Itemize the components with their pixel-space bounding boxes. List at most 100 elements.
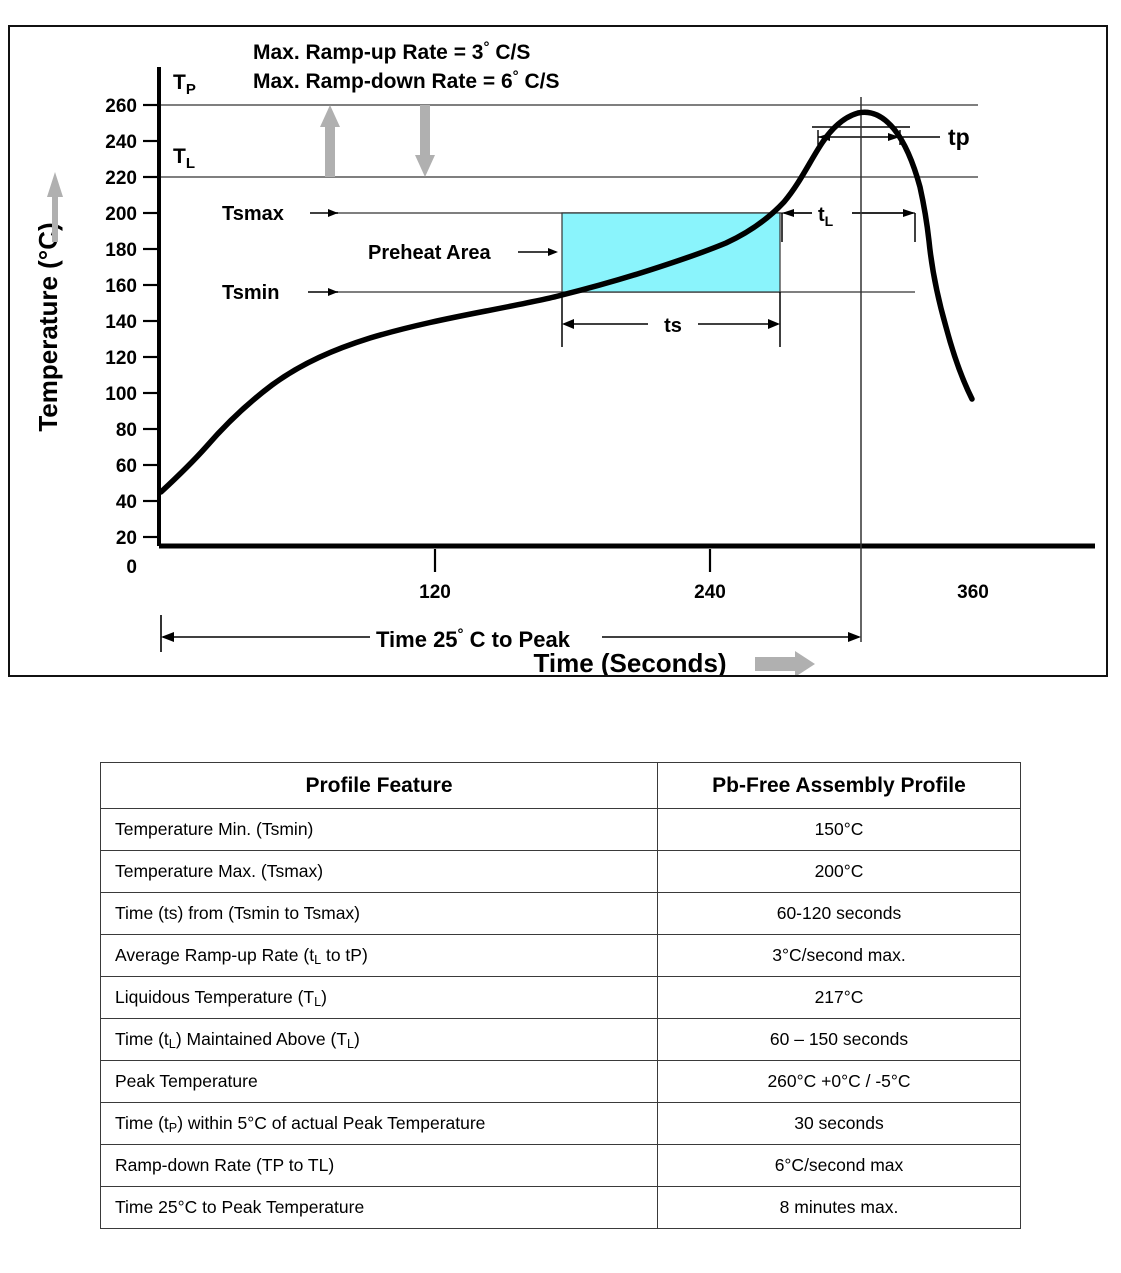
tsmin-arrowhead-icon xyxy=(328,288,338,296)
time25-suffix: C to Peak xyxy=(470,627,571,652)
table-row: Temperature Min. (Tsmin) 150°C xyxy=(100,808,1021,851)
y-tick-60: 60 xyxy=(116,456,137,477)
time25-arrow-right-icon xyxy=(848,632,861,642)
x-tick-120: 120 xyxy=(419,582,451,603)
y-tick-120: 120 xyxy=(105,348,137,369)
y-tick-80: 80 xyxy=(116,420,137,441)
profile-feature-table-wrapper: Profile Feature Pb-Free Assembly Profile… xyxy=(100,762,1021,1229)
y-tick-200: 200 xyxy=(105,204,137,225)
y-axis-title: Temperature (°C) xyxy=(33,222,63,431)
ramp-down-degree: ° xyxy=(513,68,519,85)
row-feature: Temperature Max. (Tsmax) xyxy=(100,850,658,893)
y-axis-tick-labels: 260 240 220 200 180 160 140 120 100 80 6… xyxy=(105,96,137,578)
y-tick-260: 260 xyxy=(105,96,137,117)
tp-arrow-right-icon xyxy=(888,133,900,141)
x-axis-tick-labels: 120 240 360 xyxy=(419,582,989,603)
row-value: 260°C +0°C / -5°C xyxy=(657,1060,1021,1103)
x-axis-ticks xyxy=(433,549,712,572)
reflow-profile-chart: 260 240 220 200 180 160 140 120 100 80 6… xyxy=(8,25,1108,677)
temperature-curve xyxy=(158,109,975,495)
tl-dimension-label: tL xyxy=(818,204,834,229)
row-feature: Temperature Min. (Tsmin) xyxy=(100,808,658,851)
row-feature: Peak Temperature xyxy=(100,1060,658,1103)
inline-labels: Tsmax Tsmin Preheat Area xyxy=(222,203,558,304)
y-tick-220: 220 xyxy=(105,168,137,189)
ts-arrow-right-icon xyxy=(768,319,780,329)
preheat-area-rect xyxy=(561,212,781,293)
row-value: 217°C xyxy=(657,976,1021,1019)
row-feature: Ramp-down Rate (TP to TL) xyxy=(100,1144,658,1187)
row-feature: Time 25°C to Peak Temperature xyxy=(100,1186,658,1229)
x-axis-title: Time (Seconds) xyxy=(533,648,726,675)
time25-arrow-left-icon xyxy=(161,632,174,642)
time25-to-peak-label: Time 25° C to Peak xyxy=(376,626,571,652)
ramp-up-note: Max. Ramp-up Rate = 3° C/S xyxy=(253,39,530,64)
row-feature: Average Ramp-up Rate (tL to tP) xyxy=(100,934,658,977)
row-feature: Time (ts) from (Tsmin to Tsmax) xyxy=(100,892,658,935)
row-value: 30 seconds xyxy=(657,1102,1021,1145)
tsmin-label: Tsmin xyxy=(222,282,279,304)
time25-prefix: Time 25 xyxy=(376,627,458,652)
row-feature: Time (tP) within 5°C of actual Peak Temp… xyxy=(100,1102,658,1145)
x-tick-360: 360 xyxy=(957,582,989,603)
ramp-arrows xyxy=(320,105,435,177)
row-value: 60 – 150 seconds xyxy=(657,1018,1021,1061)
ramp-up-arrow-icon xyxy=(320,105,340,177)
header-pbfree-profile: Pb-Free Assembly Profile xyxy=(657,762,1021,809)
tl-reference-label: TL xyxy=(173,145,195,172)
x-tick-240: 240 xyxy=(694,582,726,603)
table-row: Peak Temperature 260°C +0°C / -5°C xyxy=(100,1060,1021,1103)
ramp-down-note: Max. Ramp-down Rate = 6° C/S xyxy=(253,68,560,93)
table-row: Ramp-down Rate (TP to TL) 6°C/second max xyxy=(100,1144,1021,1187)
chart-canvas: 260 240 220 200 180 160 140 120 100 80 6… xyxy=(33,39,1095,675)
row-value: 8 minutes max. xyxy=(657,1186,1021,1229)
preheat-area-label: Preheat Area xyxy=(368,242,492,264)
time25-degree: ° xyxy=(458,626,464,643)
row-value: 150°C xyxy=(657,808,1021,851)
table-header-row: Profile Feature Pb-Free Assembly Profile xyxy=(100,762,1021,809)
row-feature: Time (tL) Maintained Above (TL) xyxy=(100,1018,658,1061)
time-right-arrow-icon xyxy=(755,651,815,675)
row-feature: Liquidous Temperature (TL) xyxy=(100,976,658,1019)
tl-arrow-left-icon xyxy=(782,209,794,217)
ramp-up-unit: C/S xyxy=(495,41,530,64)
table-row: Time (ts) from (Tsmin to Tsmax) 60-120 s… xyxy=(100,892,1021,935)
profile-feature-table: Profile Feature Pb-Free Assembly Profile… xyxy=(100,762,1021,1229)
ts-arrow-left-icon xyxy=(562,319,574,329)
tsmax-label: Tsmax xyxy=(222,203,284,225)
tp-reference-label: TP xyxy=(173,71,196,98)
axes xyxy=(157,67,1095,549)
table-row: Average Ramp-up Rate (tL to tP) 3°C/seco… xyxy=(100,934,1021,977)
table-row: Liquidous Temperature (TL) 217°C xyxy=(100,976,1021,1019)
ts-label: ts xyxy=(664,315,682,337)
table-row: Temperature Max. (Tsmax) 200°C xyxy=(100,850,1021,893)
tsmax-arrowhead-icon xyxy=(328,209,338,217)
row-value: 60-120 seconds xyxy=(657,892,1021,935)
y-tick-160: 160 xyxy=(105,276,137,297)
table-row: Time (tP) within 5°C of actual Peak Temp… xyxy=(100,1102,1021,1145)
y-tick-180: 180 xyxy=(105,240,137,261)
preheat-arrowhead-icon xyxy=(548,248,558,256)
header-profile-feature: Profile Feature xyxy=(100,762,658,809)
y-tick-100: 100 xyxy=(105,384,137,405)
y-tick-140: 140 xyxy=(105,312,137,333)
ramp-down-unit: C/S xyxy=(524,70,559,93)
table-row: Time (tL) Maintained Above (TL) 60 – 150… xyxy=(100,1018,1021,1061)
row-value: 200°C xyxy=(657,850,1021,893)
y-tick-20: 20 xyxy=(116,528,137,549)
table-row: Time 25°C to Peak Temperature 8 minutes … xyxy=(100,1186,1021,1229)
tp-dimension-label: tp xyxy=(948,124,970,150)
ramp-rate-notes: Max. Ramp-up Rate = 3° C/S Max. Ramp-dow… xyxy=(253,39,560,93)
y-tick-0: 0 xyxy=(126,557,137,578)
time25-label-bg xyxy=(370,622,602,652)
y-tick-240: 240 xyxy=(105,132,137,153)
ramp-up-degree: ° xyxy=(483,39,489,56)
row-value: 6°C/second max xyxy=(657,1144,1021,1187)
ts-label-bg xyxy=(648,310,698,338)
ramp-up-note-text: Max. Ramp-up Rate = 3 xyxy=(253,41,483,64)
ramp-down-note-text: Max. Ramp-down Rate = 6 xyxy=(253,70,513,93)
ramp-down-arrow-icon xyxy=(415,105,435,177)
tl-label-bg xyxy=(812,199,852,227)
tl-arrow-right-icon xyxy=(903,209,915,217)
y-tick-40: 40 xyxy=(116,492,137,513)
